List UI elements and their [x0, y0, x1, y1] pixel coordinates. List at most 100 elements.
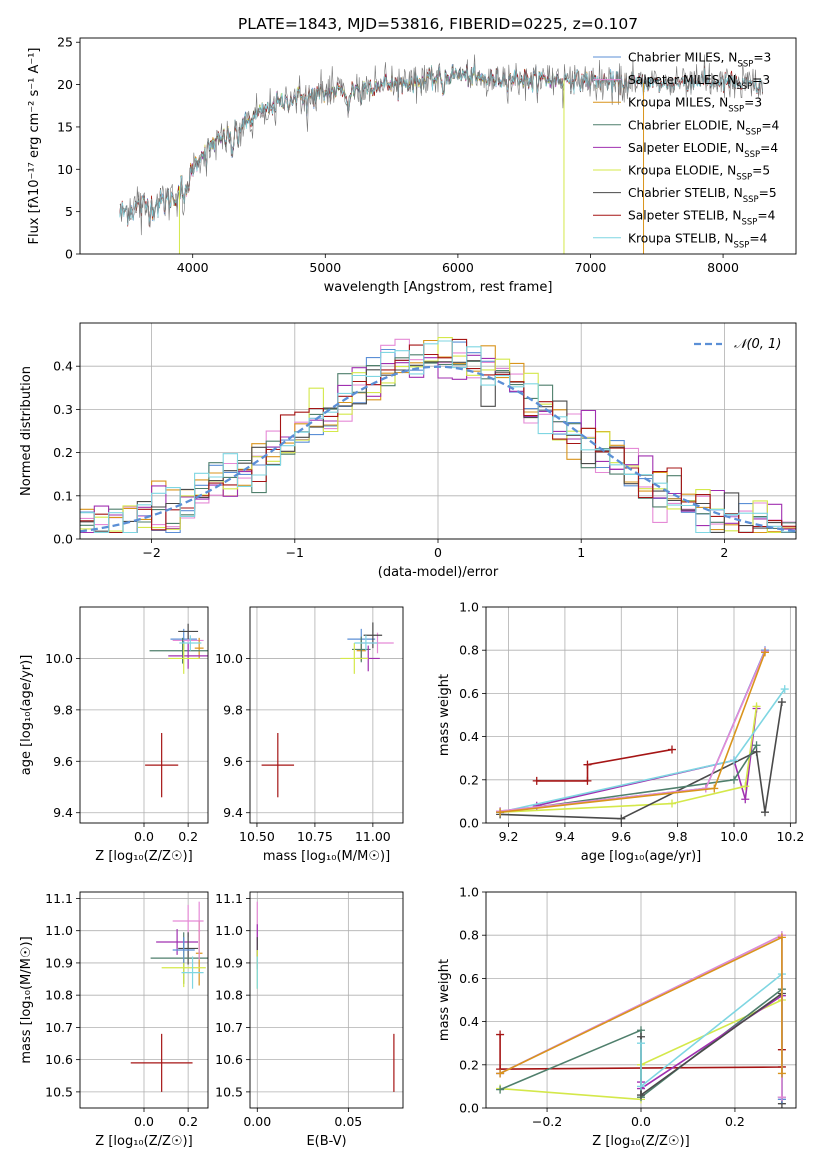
weight-line — [500, 650, 766, 812]
x-tick-label: 10.75 — [297, 829, 333, 844]
x-tick-label: 2 — [720, 545, 728, 560]
histogram-step — [80, 340, 796, 534]
x-tick-label: 9.4 — [555, 829, 575, 844]
weight-marker — [752, 702, 761, 711]
x-tick-label: 8000 — [707, 260, 739, 275]
y-tick-label: 10.0 — [45, 651, 73, 666]
x-tick-label: 9.8 — [668, 829, 688, 844]
histogram-step — [80, 360, 796, 534]
y-tick-label: 0.3 — [53, 402, 73, 417]
errorbar-point — [130, 1033, 193, 1092]
y-tick-label: 10.5 — [215, 1084, 243, 1099]
x-tick-label: 9.6 — [611, 829, 631, 844]
spectrum-line — [119, 54, 763, 236]
y-axis-label: mass [log₁₀(M/M☉)] — [19, 936, 34, 1063]
weight-marker — [741, 795, 750, 804]
y-tick-label: 1.0 — [459, 600, 479, 615]
plot-area-age-vs-z — [145, 623, 208, 798]
errorbar-point — [340, 643, 369, 674]
errorbar-point — [194, 637, 204, 659]
y-tick-label: 0.8 — [459, 643, 479, 658]
x-tick-label: 10.50 — [239, 829, 275, 844]
y-tick-label: 10.7 — [215, 1020, 243, 1035]
panel-weight-vs-z: −0.2 0.0 0.2 0.0 0.2 0.4 0.6 0.8 1.0 Z [log₁₀(Z/Z… — [437, 885, 797, 1149]
weight-line — [536, 748, 673, 782]
y-tick-label: 9.8 — [223, 702, 243, 717]
errorbar-point — [181, 956, 204, 989]
x-tick-label: 0.2 — [178, 1114, 198, 1129]
errorbar-point — [363, 622, 383, 649]
axes-frame — [249, 891, 404, 1109]
y-tick-label: 9.6 — [223, 754, 243, 769]
errorbar-point — [172, 904, 204, 938]
panel-age-vs-mass: 10.50 10.75 11.00 9.4 9.6 9.8 10.0 mass [log₁₀(… — [215, 606, 404, 864]
y-tick-label: 10.6 — [45, 1052, 73, 1067]
weight-marker — [780, 685, 789, 694]
y-tick-label: 0.4 — [459, 729, 479, 744]
weight-line — [499, 688, 786, 813]
panel-weight-vs-age: 9.2 9.4 9.6 9.8 10.0 10.2 0.0 0.2 0.4 0.6 0.8 1.0 ag… — [437, 600, 804, 865]
weight-marker — [730, 775, 738, 784]
x-tick-label: 0.0 — [134, 829, 154, 844]
y-axis-label: Normed distribution — [19, 366, 34, 496]
y-axis-label: mass weight — [437, 959, 452, 1041]
y-tick-label: 11.1 — [215, 891, 243, 906]
y-tick-label: 10 — [57, 162, 73, 177]
plot-area-age-vs-mass — [261, 622, 394, 798]
y-tick-label: 0 — [65, 247, 73, 262]
y-tick-label: 0.2 — [459, 772, 479, 787]
y-tick-label: 0.4 — [459, 1014, 479, 1029]
weight-marker — [752, 741, 761, 750]
x-axis-label: Z [log₁₀(Z/Z☉)] — [592, 1134, 689, 1149]
panel-spectrum: 4000 5000 6000 7000 8000 0 5 10 15 20 25 wavelength… — [27, 35, 797, 295]
errorbar-point — [149, 637, 208, 664]
y-tick-label: 10.8 — [45, 988, 73, 1003]
errorbar-point — [354, 635, 378, 651]
weight-marker — [496, 1085, 505, 1094]
errorbar-point — [168, 643, 208, 669]
y-tick-label: 25 — [57, 35, 73, 50]
weight-marker — [710, 784, 719, 793]
x-axis-label: (data-model)/error — [378, 565, 499, 580]
weight-line — [640, 994, 783, 1100]
y-tick-label: 9.8 — [53, 702, 73, 717]
x-tick-label: 10.2 — [776, 829, 804, 844]
axes-frame — [485, 606, 797, 824]
legend-label: Chabrier MILES, NSSP=3 — [628, 51, 771, 70]
weight-marker — [637, 1091, 645, 1100]
weight-line — [500, 649, 766, 812]
legend-label: Salpeter ELODIE, NSSP=4 — [628, 141, 778, 160]
x-tick-label: 0.00 — [243, 1114, 271, 1129]
legend-label: Salpeter STELIB, NSSP=4 — [628, 209, 776, 228]
errorbar-point — [198, 901, 201, 960]
legend-label: 𝒩(0, 1) — [734, 337, 781, 352]
y-tick-label: 15 — [57, 119, 73, 134]
errorbar-point — [261, 733, 295, 798]
weight-marker — [617, 814, 626, 823]
y-tick-label: 0.8 — [459, 928, 479, 943]
weight-marker — [730, 756, 738, 765]
weight-marker — [777, 1093, 786, 1102]
y-tick-label: 0.1 — [53, 488, 73, 503]
x-axis-label: age [log₁₀(age/yr)] — [581, 849, 702, 864]
x-tick-label: 0.0 — [631, 1114, 651, 1129]
y-tick-label: 11.0 — [45, 923, 73, 938]
y-axis-label: age [log₁₀(age/yr)] — [19, 655, 34, 776]
weight-marker — [741, 782, 750, 791]
y-tick-label: 9.4 — [223, 805, 243, 820]
y-tick-label: 0.0 — [459, 1101, 479, 1116]
y-tick-label: 10.9 — [45, 955, 73, 970]
x-tick-label: 10.0 — [720, 829, 748, 844]
errorbar-point — [179, 635, 202, 651]
weight-marker — [637, 1039, 645, 1048]
weight-marker — [532, 776, 541, 785]
x-tick-label: −1 — [286, 545, 304, 560]
weight-line — [500, 652, 766, 813]
x-axis-label: mass [log₁₀(M/M☉)] — [263, 849, 390, 864]
x-tick-label: 0.2 — [725, 1114, 745, 1129]
plot-area-mass-vs-ebv — [256, 901, 395, 1092]
weight-marker — [777, 933, 786, 942]
y-tick-label: 0.0 — [459, 816, 479, 831]
x-tick-label: 7000 — [575, 260, 607, 275]
weight-marker — [583, 776, 592, 785]
